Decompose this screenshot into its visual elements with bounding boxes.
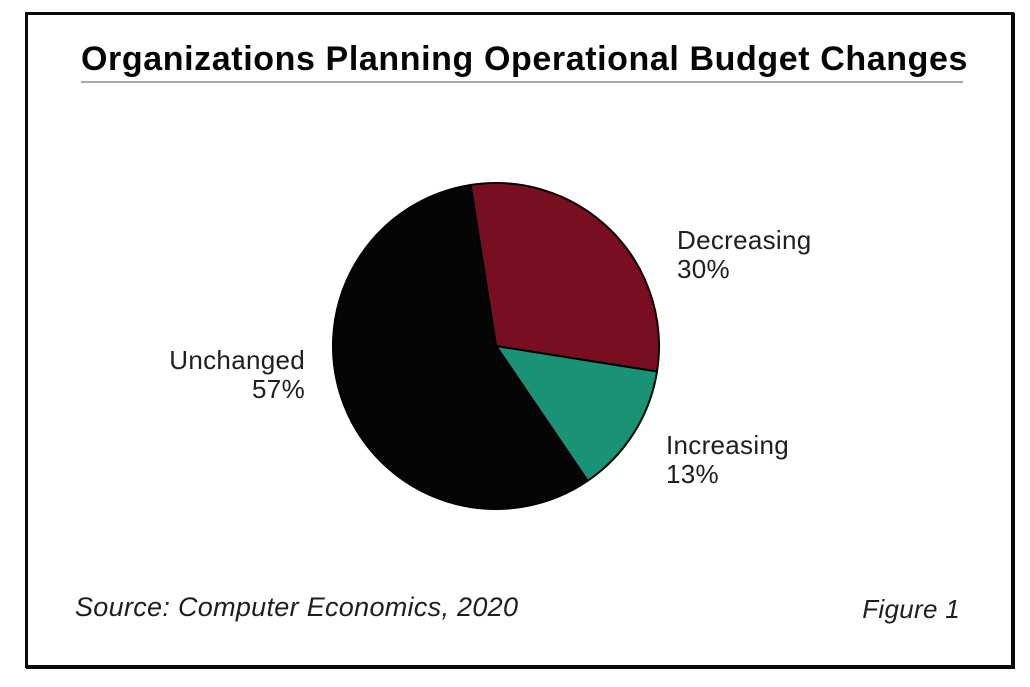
slice-label-increasing-name: Increasing bbox=[666, 430, 789, 460]
slice-label-increasing: Increasing 13% bbox=[666, 431, 789, 489]
pie-slice-increasing bbox=[495, 345, 658, 482]
slice-label-unchanged-value: 57% bbox=[252, 374, 305, 404]
source-citation: Source: Computer Economics, 2020 bbox=[75, 592, 519, 622]
slice-label-increasing-value: 13% bbox=[666, 459, 719, 489]
pie-slice-unchanged bbox=[332, 184, 589, 510]
pie-chart bbox=[332, 182, 660, 510]
slice-label-decreasing: Decreasing 30% bbox=[677, 226, 812, 284]
slice-label-decreasing-name: Decreasing bbox=[677, 225, 812, 255]
slice-label-unchanged-name: Unchanged bbox=[169, 345, 305, 375]
title-underline bbox=[81, 81, 963, 83]
slice-label-decreasing-value: 30% bbox=[677, 254, 730, 284]
figure-frame: Organizations Planning Operational Budge… bbox=[25, 12, 1014, 668]
slice-label-unchanged: Unchanged 57% bbox=[115, 346, 305, 404]
pie-slice-decreasing bbox=[469, 182, 660, 373]
figure-number: Figure 1 bbox=[862, 594, 960, 624]
chart-title: Organizations Planning Operational Budge… bbox=[81, 40, 969, 78]
